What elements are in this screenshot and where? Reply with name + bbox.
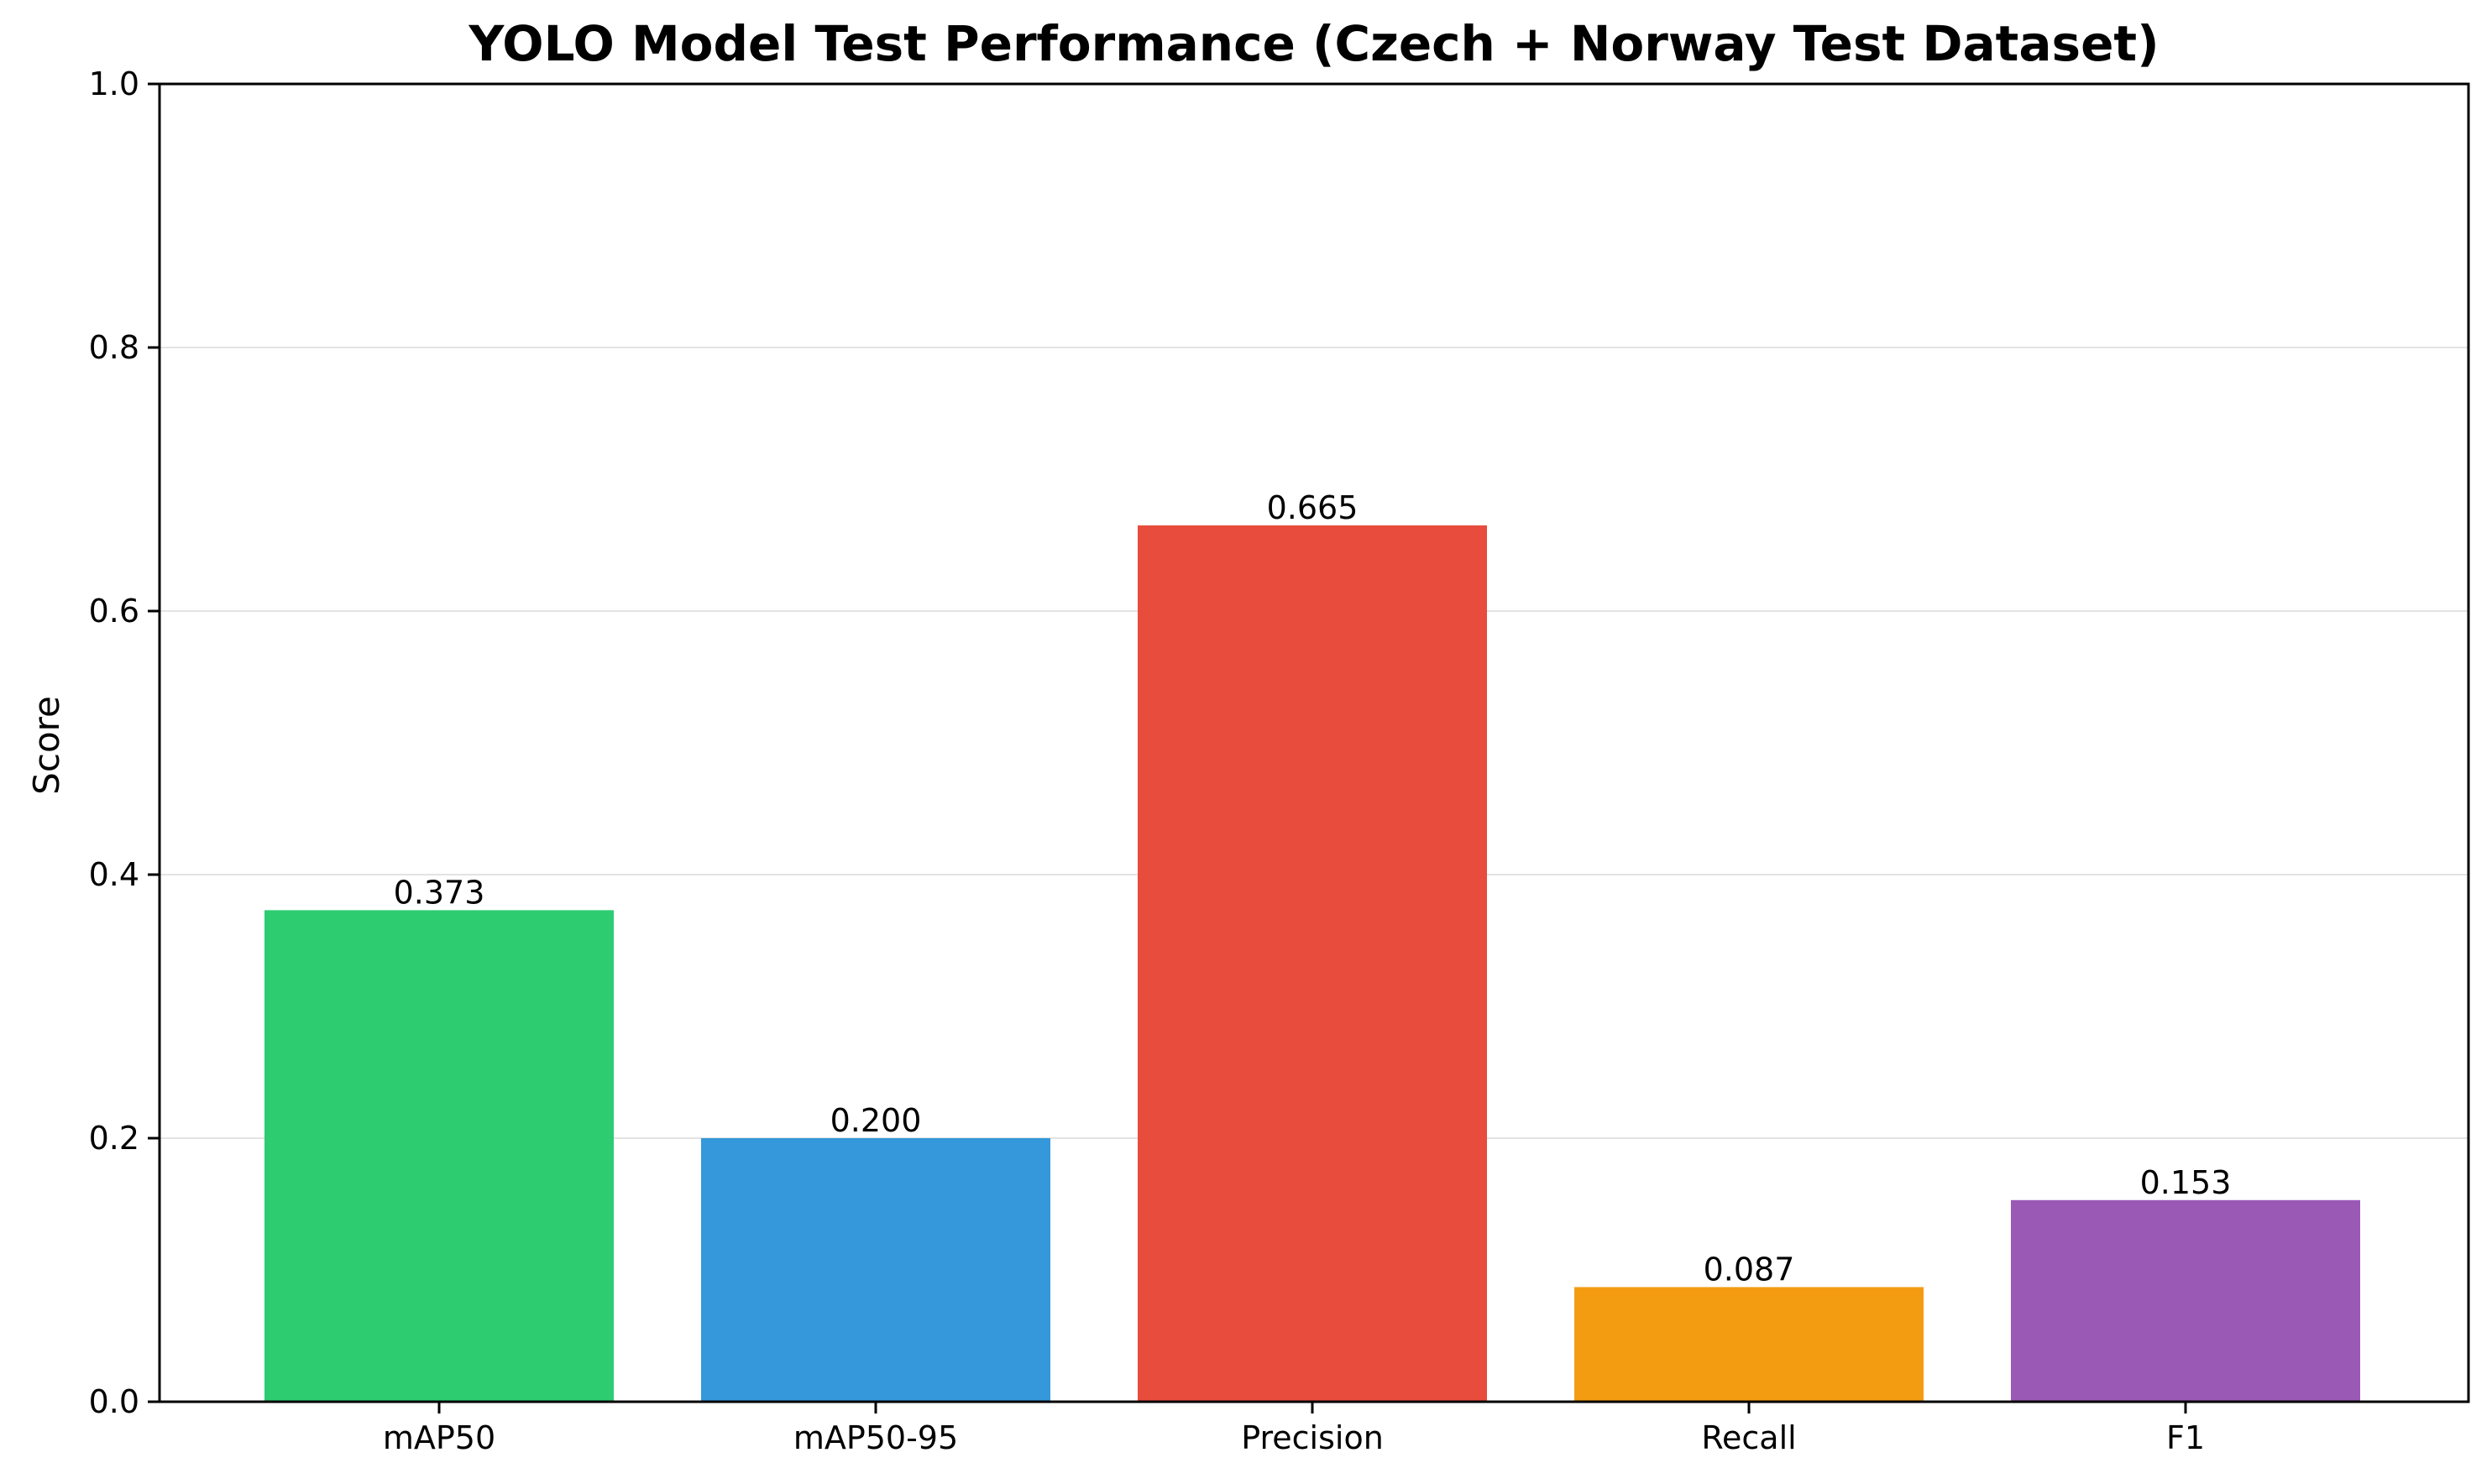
- chart-title: YOLO Model Test Performance (Czech + Nor…: [468, 15, 2159, 72]
- bar-value-label: 0.087: [1704, 1251, 1795, 1288]
- bar-recall: [1574, 1287, 1924, 1402]
- bar-value-label: 0.665: [1267, 489, 1359, 526]
- value-labels: 0.373 0.200 0.665 0.087 0.153: [394, 489, 2232, 1288]
- y-tick-label: 0.2: [89, 1120, 139, 1157]
- bar-value-label: 0.153: [2140, 1164, 2232, 1201]
- y-tick-label: 1.0: [89, 65, 139, 102]
- bars: [264, 525, 2360, 1403]
- y-axis-ticks: 0.0 0.2 0.4 0.6 0.8 1.0: [89, 65, 160, 1420]
- bar-map50-95: [701, 1138, 1050, 1402]
- x-tick-label: Recall: [1701, 1419, 1796, 1456]
- bar-precision: [1138, 525, 1487, 1403]
- x-axis-ticks: mAP50 mAP50-95 Precision Recall F1: [383, 1402, 2205, 1456]
- y-tick-label: 0.0: [89, 1383, 139, 1420]
- plot-frame: [158, 82, 2470, 1403]
- bar-value-label: 0.373: [394, 874, 485, 911]
- x-tick-label: mAP50-95: [793, 1419, 958, 1456]
- x-tick-label: Precision: [1241, 1419, 1384, 1456]
- bar-value-label: 0.200: [830, 1102, 922, 1139]
- bar-f1: [2011, 1199, 2360, 1402]
- x-tick-label: mAP50: [383, 1419, 495, 1456]
- y-axis-label: Score: [26, 696, 67, 795]
- bar-map50: [264, 910, 614, 1402]
- x-tick-label: F1: [2166, 1419, 2205, 1456]
- y-tick-label: 0.6: [89, 593, 139, 630]
- y-tick-label: 0.8: [89, 329, 139, 366]
- y-tick-label: 0.4: [89, 856, 139, 893]
